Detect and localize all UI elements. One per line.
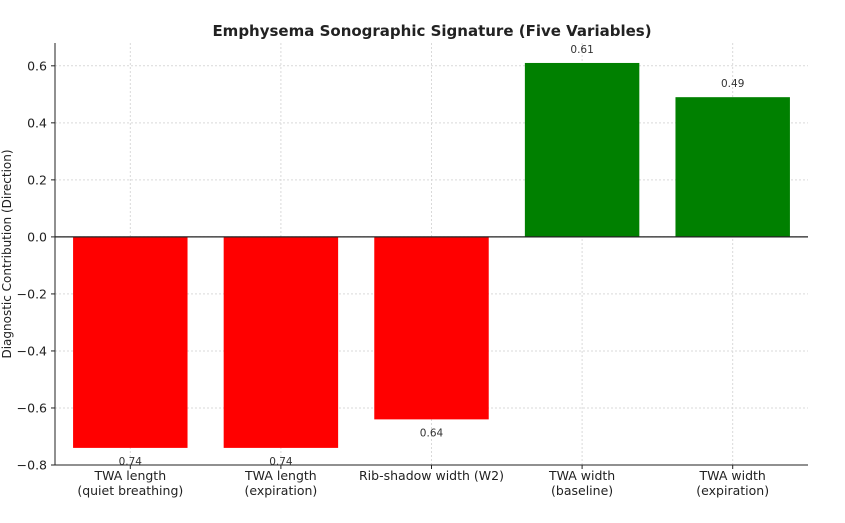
x-tick-label: TWA length <box>93 468 166 483</box>
x-tick-label: (expiration) <box>696 483 769 498</box>
bar <box>524 62 640 237</box>
labels: −0.8 −0.6 −0.4 −0.2 0.0 0.2 0.4 0.6 0.74 0.74 0.64… <box>17 44 769 498</box>
x-tick-label: (expiration) <box>245 483 318 498</box>
y-tick-label: −0.4 <box>17 343 47 358</box>
data-label: 0.49 <box>721 78 744 90</box>
x-tick-label: TWA width <box>699 468 766 483</box>
bars <box>73 62 790 448</box>
bar <box>374 236 489 420</box>
y-tick-label: −0.2 <box>17 286 47 301</box>
y-tick-label: 0.4 <box>27 115 47 130</box>
x-tick-label: (quiet breathing) <box>77 483 183 498</box>
x-tick-label: (baseline) <box>551 483 613 498</box>
x-tick-label: TWA length <box>244 468 317 483</box>
axes <box>51 43 808 469</box>
bar <box>675 97 790 237</box>
y-tick-label: 0.0 <box>27 229 47 244</box>
y-tick-label: −0.8 <box>17 458 47 473</box>
bar <box>73 236 188 448</box>
x-tick-label: Rib-shadow width (W2) <box>359 468 504 483</box>
data-label: 0.61 <box>570 44 593 56</box>
y-tick-label: 0.2 <box>27 172 47 187</box>
bar <box>223 236 339 448</box>
x-tick-label: TWA width <box>548 468 615 483</box>
data-label: 0.74 <box>119 456 143 468</box>
data-label: 0.74 <box>269 456 293 468</box>
data-label: 0.64 <box>420 427 444 439</box>
y-tick-label: 0.6 <box>27 58 47 73</box>
y-tick-label: −0.6 <box>17 400 47 415</box>
y-axis-label: Diagnostic Contribution (Direction) <box>0 149 14 358</box>
chart-title: Emphysema Sonographic Signature (Five Va… <box>212 22 651 40</box>
